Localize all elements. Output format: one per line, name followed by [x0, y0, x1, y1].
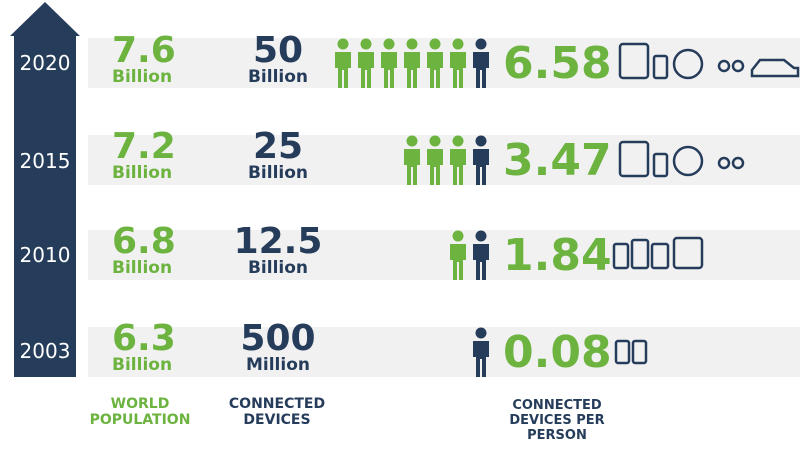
per-person: 3.47 [503, 135, 612, 186]
population-unit: Billion [112, 258, 172, 278]
year: 2003 [20, 339, 71, 363]
devices-unit: Billion [248, 67, 308, 87]
label-box: WORLD POPULATION [89, 396, 191, 428]
device-icons [618, 140, 745, 178]
per-person: 6.58 [503, 38, 612, 89]
per-person-label: CONNECTED DEVICES PER PERSON [509, 398, 605, 443]
devices-unit: Billion [248, 258, 308, 278]
year: 2020 [20, 51, 71, 75]
device-icons [612, 236, 704, 270]
population-unit: Billion [112, 67, 172, 87]
per-person: 1.84 [503, 230, 612, 281]
population: 6.3 [112, 318, 176, 359]
timeline-arrow [10, 2, 80, 377]
per-person: 0.08 [503, 327, 612, 378]
devices-unit: Billion [248, 163, 308, 183]
population: 7.2 [112, 126, 176, 167]
population-unit: Billion [112, 355, 172, 375]
population-unit: Billion [112, 163, 172, 183]
label-box: CONNECTED DEVICES [228, 396, 326, 428]
year: 2015 [20, 149, 71, 173]
population-label: WORLD POPULATION [89, 396, 191, 428]
label-box: CONNECTED DEVICES PER PERSON [509, 398, 605, 443]
devices-unit: Million [246, 355, 310, 375]
population: 7.6 [112, 30, 176, 71]
device-icons [614, 339, 648, 365]
year: 2010 [20, 243, 71, 267]
devices: 12.5 [234, 221, 323, 262]
devices-label: CONNECTED DEVICES [228, 396, 326, 428]
devices: 25 [253, 126, 303, 167]
devices: 500 [240, 318, 315, 359]
devices: 50 [253, 30, 303, 71]
bands [88, 38, 800, 377]
population: 6.8 [112, 221, 176, 262]
device-icons [618, 42, 800, 80]
